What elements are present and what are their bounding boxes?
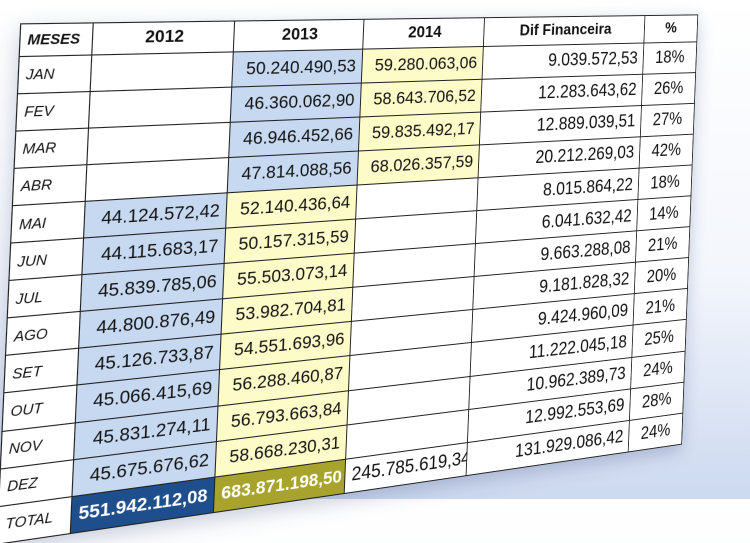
- value-2013-cell: 46.360.062,90: [230, 82, 362, 123]
- month-cell: JUN: [8, 238, 84, 281]
- value-2014-cell: 58.643.706,52: [360, 78, 483, 117]
- month-cell: JAN: [17, 54, 92, 94]
- value-2012-cell: [90, 51, 234, 92]
- percent-cell: 18%: [642, 41, 697, 74]
- financial-table: MESES 2012 2013 2014 Dif Financeira % JA…: [0, 14, 698, 543]
- header-2012: 2012: [91, 21, 235, 55]
- month-cell: MAR: [14, 127, 89, 169]
- stage: MESES 2012 2013 2014 Dif Financeira % JA…: [0, 14, 699, 543]
- percent-cell: 21%: [635, 226, 690, 263]
- header-percent: %: [643, 14, 698, 43]
- month-cell: ABR: [12, 164, 87, 206]
- percent-cell: 18%: [637, 164, 693, 200]
- header-dif-financeira: Dif Financeira: [483, 15, 645, 47]
- spreadsheet-table: MESES 2012 2013 2014 Dif Financeira % JA…: [0, 14, 699, 543]
- dif-financeira-cell: 9.039.572,53: [482, 42, 644, 79]
- percent-cell: 42%: [638, 134, 694, 169]
- value-2014-cell: 59.280.063,06: [361, 46, 484, 83]
- percent-cell: 27%: [640, 103, 695, 137]
- value-2012-cell: [88, 86, 232, 128]
- percent-cell: 26%: [641, 72, 696, 106]
- percent-cell: 14%: [636, 195, 691, 231]
- header-2014: 2014: [362, 17, 485, 49]
- value-2013-cell: 50.240.490,53: [231, 48, 363, 87]
- header-meses: MESES: [19, 22, 94, 57]
- month-cell: FEV: [15, 91, 91, 131]
- header-2013: 2013: [233, 19, 365, 52]
- month-cell: MAI: [10, 201, 86, 244]
- total-percent-cell: 24%: [628, 412, 683, 452]
